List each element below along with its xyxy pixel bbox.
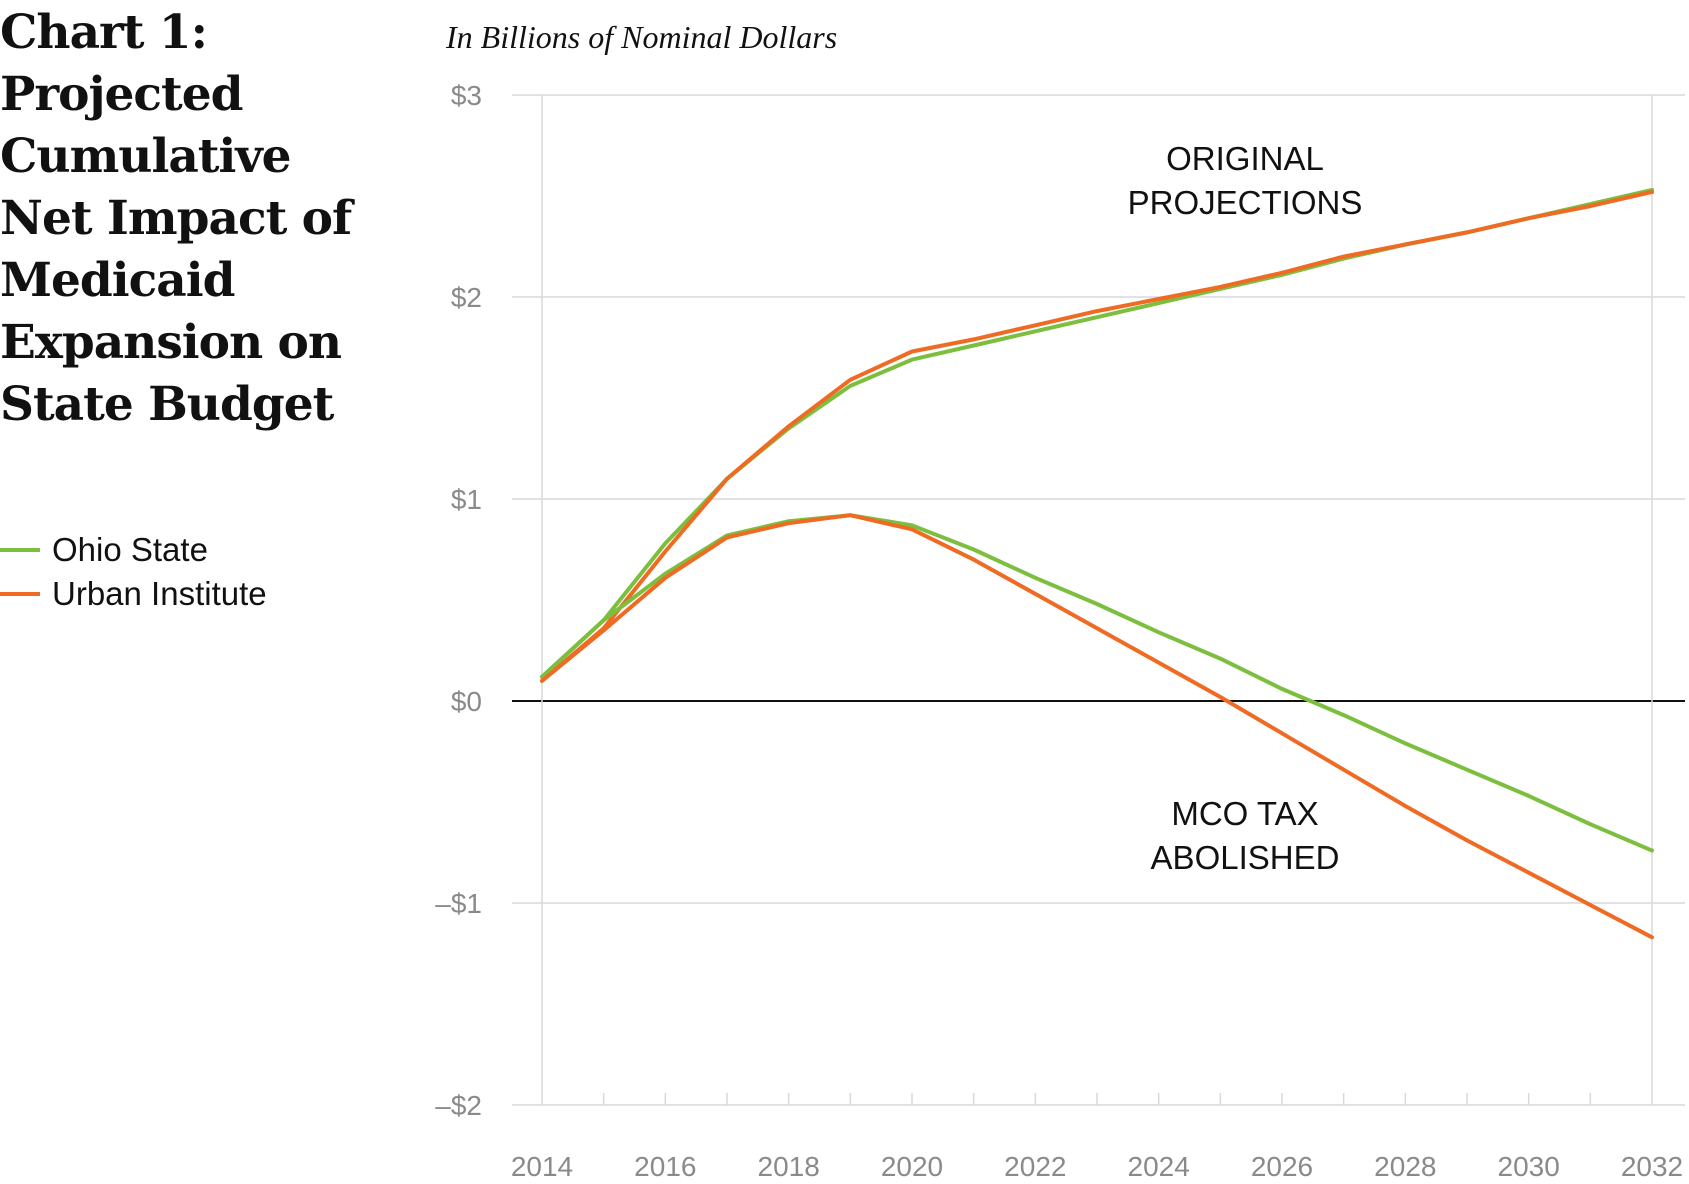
legend-item-urban-institute: Urban Institute [0, 572, 267, 616]
series-line-urban-institute-original-projections [540, 190, 1654, 683]
annotation-line: ORIGINAL [1166, 140, 1324, 177]
legend-item-ohio-state: Ohio State [0, 528, 267, 572]
x-tick-label: 2022 [1004, 1151, 1066, 1182]
annotation-line: MCO TAX [1171, 795, 1318, 832]
x-tick-label: 2020 [881, 1151, 943, 1182]
x-tick-label: 2018 [758, 1151, 820, 1182]
x-tick-label: 2026 [1251, 1151, 1313, 1182]
y-tick-label: $2 [451, 282, 482, 313]
x-tick-label: 2030 [1498, 1151, 1560, 1182]
x-tick-label: 2028 [1374, 1151, 1436, 1182]
legend: Ohio State Urban Institute [0, 528, 267, 616]
legend-swatch-ohio-state [0, 548, 40, 552]
series-line-ohio-state-mco-tax-abolished [540, 513, 1654, 853]
annotation-mco-tax-abolished: MCO TAX ABOLISHED [1151, 795, 1340, 876]
grid [512, 94, 1685, 1106]
series-lines [540, 187, 1654, 940]
y-axis: $3 $2 $1 $0 –$1 –$2 [435, 80, 482, 1121]
x-tick-label: 2032 [1621, 1151, 1683, 1182]
annotation-line: PROJECTIONS [1128, 184, 1363, 221]
x-tick-label: 2014 [511, 1151, 573, 1182]
y-tick-label: $0 [451, 686, 482, 717]
x-axis: 2014 2016 2018 2020 2022 2024 2026 2028 2030 2032 [511, 1151, 1683, 1182]
annotation-line: ABOLISHED [1151, 839, 1340, 876]
legend-label-ohio-state: Ohio State [52, 531, 208, 568]
series-line-urban-institute-mco-tax-abolished [540, 513, 1654, 940]
x-tick-label: 2024 [1128, 1151, 1190, 1182]
chart-subtitle: In Billions of Nominal Dollars [445, 19, 837, 55]
y-tick-label: –$1 [435, 888, 482, 919]
legend-label-urban-institute: Urban Institute [52, 575, 267, 612]
y-tick-label: $3 [451, 80, 482, 111]
annotation-original-projections: ORIGINAL PROJECTIONS [1128, 140, 1363, 221]
annotations: ORIGINAL PROJECTIONS MCO TAX ABOLISHED [1128, 140, 1363, 876]
x-tick-label: 2016 [634, 1151, 696, 1182]
chart-title: Chart 1: Projected Cumulative Net Impact… [0, 5, 352, 432]
y-tick-label: $1 [451, 484, 482, 515]
legend-swatch-urban-institute [0, 592, 40, 596]
y-tick-label: –$2 [435, 1090, 482, 1121]
